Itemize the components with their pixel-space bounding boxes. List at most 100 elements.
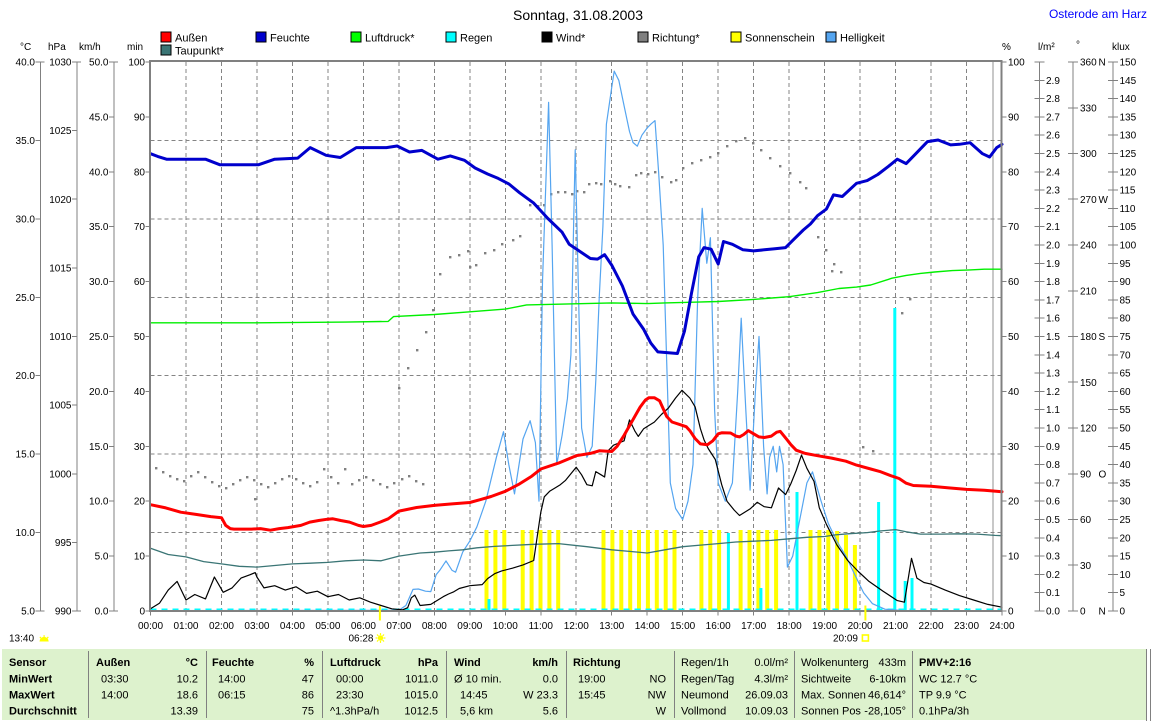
svg-text:17:00: 17:00 (741, 621, 766, 632)
svg-text:0.0: 0.0 (543, 674, 558, 686)
svg-text:10:00: 10:00 (493, 621, 518, 632)
svg-text:Regen/Tag: Regen/Tag (681, 674, 734, 686)
svg-text:5,6 km: 5,6 km (460, 706, 493, 718)
svg-text:Feuchte: Feuchte (212, 657, 254, 669)
svg-text:PMV+2:16: PMV+2:16 (919, 657, 971, 669)
svg-text:100: 100 (1120, 241, 1137, 252)
svg-text:90: 90 (1008, 112, 1020, 123)
svg-text:1.2: 1.2 (1046, 387, 1060, 398)
svg-text:30.0: 30.0 (16, 214, 36, 225)
svg-text:85: 85 (1120, 295, 1132, 306)
svg-text:90: 90 (1080, 469, 1092, 480)
svg-text:Helligkeit: Helligkeit (840, 33, 885, 45)
svg-text:50.0: 50.0 (89, 58, 109, 69)
svg-text:5.0: 5.0 (21, 607, 35, 618)
svg-text:18.6: 18.6 (177, 690, 198, 702)
svg-text:50: 50 (134, 332, 146, 343)
svg-text:0.8: 0.8 (1046, 460, 1060, 471)
svg-text:Neumond: Neumond (681, 690, 729, 702)
svg-text:26.09.03: 26.09.03 (745, 690, 788, 702)
svg-text:0.1: 0.1 (1046, 588, 1060, 599)
svg-text:86: 86 (302, 690, 314, 702)
svg-text:35: 35 (1120, 478, 1132, 489)
svg-text:l/m²: l/m² (1038, 42, 1055, 53)
svg-text:40: 40 (134, 387, 146, 398)
svg-text:120: 120 (1120, 167, 1137, 178)
svg-text:Sonnen Pos: Sonnen Pos (801, 706, 861, 718)
svg-text:0: 0 (139, 607, 145, 618)
svg-text:25: 25 (1120, 515, 1132, 526)
svg-text:Richtung: Richtung (573, 657, 621, 669)
svg-text:20: 20 (134, 497, 146, 508)
svg-text:995: 995 (55, 538, 72, 549)
svg-text:20: 20 (1008, 497, 1020, 508)
svg-text:150: 150 (1080, 378, 1097, 389)
svg-text:1025: 1025 (49, 126, 72, 137)
svg-text:1015.0: 1015.0 (404, 690, 438, 702)
svg-text:18:00: 18:00 (777, 621, 802, 632)
svg-text:1.8: 1.8 (1046, 277, 1060, 288)
svg-text:0: 0 (1080, 607, 1086, 618)
svg-text:2.9: 2.9 (1046, 76, 1060, 87)
svg-text:2.6: 2.6 (1046, 131, 1060, 142)
svg-text:0.5: 0.5 (1046, 515, 1060, 526)
svg-text:Sonntag, 31.08.2003: Sonntag, 31.08.2003 (513, 7, 643, 23)
svg-text:20:00: 20:00 (848, 621, 873, 632)
svg-text:0: 0 (1008, 607, 1014, 618)
svg-text:46,614°: 46,614° (868, 690, 906, 702)
svg-text:°: ° (1076, 40, 1080, 51)
svg-text:125: 125 (1120, 149, 1137, 160)
svg-text:20.0: 20.0 (89, 387, 109, 398)
svg-text:20: 20 (1120, 533, 1132, 544)
svg-text:5.0: 5.0 (95, 552, 109, 563)
svg-text:240: 240 (1080, 241, 1097, 252)
svg-text:100: 100 (128, 58, 145, 69)
svg-text:Taupunkt*: Taupunkt* (175, 46, 225, 58)
svg-text:75: 75 (1120, 332, 1132, 343)
svg-text:35.0: 35.0 (89, 222, 109, 233)
svg-text:10.0: 10.0 (89, 497, 109, 508)
svg-text:40.0: 40.0 (16, 58, 36, 69)
svg-text:1010: 1010 (49, 332, 72, 343)
svg-text:40: 40 (1120, 460, 1132, 471)
svg-text:1012.5: 1012.5 (404, 706, 438, 718)
svg-text:40.0: 40.0 (89, 167, 109, 178)
svg-text:Regen: Regen (460, 33, 492, 45)
svg-text:N: N (1099, 58, 1106, 69)
svg-text:210: 210 (1080, 286, 1097, 297)
svg-text:1000: 1000 (49, 469, 72, 480)
svg-text:30.0: 30.0 (89, 277, 109, 288)
svg-text:Sonnenschein: Sonnenschein (745, 33, 815, 45)
svg-text:TP 9.9 °C: TP 9.9 °C (919, 690, 967, 702)
svg-text:15:45: 15:45 (578, 690, 606, 702)
svg-text:Wind: Wind (454, 657, 481, 669)
svg-text:60: 60 (1080, 515, 1092, 526)
svg-text:%: % (1002, 42, 1011, 53)
svg-text:2.2: 2.2 (1046, 204, 1060, 215)
svg-text:1.5: 1.5 (1046, 332, 1060, 343)
svg-text:00:00: 00:00 (138, 621, 163, 632)
svg-text:5: 5 (1120, 588, 1126, 599)
svg-text:330: 330 (1080, 103, 1097, 114)
svg-text:Osterode am Harz: Osterode am Harz (1049, 7, 1147, 21)
svg-text:03:30: 03:30 (101, 674, 129, 686)
svg-text:10: 10 (134, 552, 146, 563)
svg-text:30: 30 (1008, 442, 1020, 453)
svg-text:15:00: 15:00 (670, 621, 695, 632)
svg-text:16:00: 16:00 (706, 621, 731, 632)
svg-text:60: 60 (1120, 387, 1132, 398)
svg-text:W 23.3: W 23.3 (523, 690, 558, 702)
svg-text:1.6: 1.6 (1046, 314, 1060, 325)
svg-text:1005: 1005 (49, 401, 72, 412)
svg-text:klux: klux (1112, 42, 1130, 53)
svg-text:NO: NO (650, 674, 667, 686)
svg-text:360: 360 (1080, 58, 1097, 69)
svg-text:0: 0 (1120, 607, 1126, 618)
svg-text:Wind*: Wind* (556, 33, 586, 45)
svg-text:2.3: 2.3 (1046, 186, 1060, 197)
svg-text:°C: °C (20, 42, 31, 53)
svg-text:12:00: 12:00 (564, 621, 589, 632)
svg-text:100: 100 (1008, 58, 1025, 69)
svg-text:O: O (1099, 469, 1107, 480)
svg-text:0.0l/m²: 0.0l/m² (754, 657, 788, 669)
